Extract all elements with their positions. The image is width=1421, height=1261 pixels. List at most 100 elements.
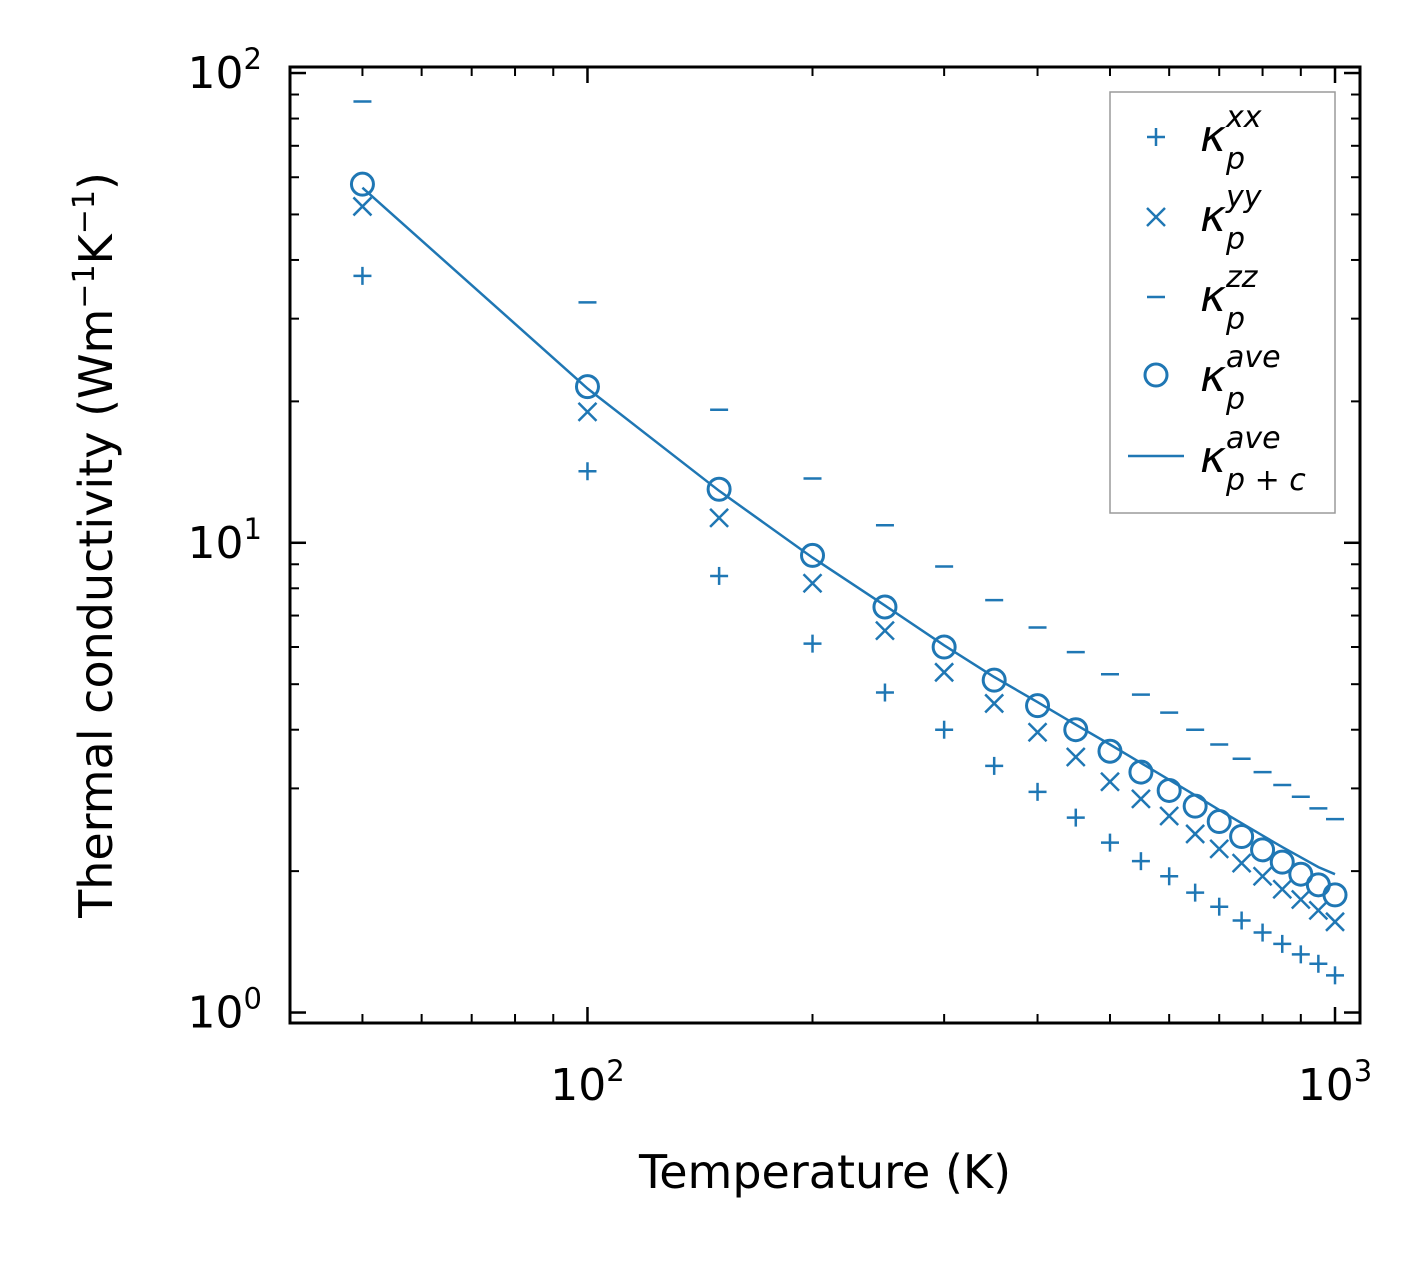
ring	[349, 171, 375, 197]
point-kyy	[1272, 879, 1293, 900]
x-b	[1146, 207, 1166, 227]
point-kyy	[1231, 853, 1252, 874]
x-b	[1272, 879, 1293, 900]
point-kyy	[709, 507, 729, 528]
x-b	[934, 662, 955, 683]
point-kave	[1322, 882, 1348, 908]
legend-label-kyy: κyy p	[1200, 180, 1263, 257]
point-kxx	[1100, 833, 1119, 852]
x-b	[1131, 788, 1151, 809]
ring	[800, 542, 826, 568]
x-b	[875, 620, 895, 641]
point-kyy	[577, 401, 598, 422]
ring	[1025, 693, 1051, 719]
ring	[931, 634, 957, 660]
plot-area	[349, 100, 1348, 985]
point-kxx	[1131, 852, 1150, 871]
x-b	[802, 573, 823, 594]
x-tick-label-1000: 103	[1298, 1054, 1372, 1111]
x-b	[1325, 911, 1345, 932]
point-kyy	[1159, 806, 1180, 826]
point-kave	[1250, 837, 1276, 863]
point-kxx	[1309, 954, 1328, 973]
point-kyy	[1308, 900, 1329, 921]
x-b	[577, 401, 598, 422]
point-kxx	[875, 683, 894, 702]
plot-frame	[288, 65, 1362, 1025]
point-kave	[872, 594, 898, 620]
point-kxx	[353, 266, 372, 285]
series-kave	[349, 171, 1348, 908]
x-b	[1185, 824, 1206, 844]
point-kxx	[1028, 782, 1047, 801]
point-kave	[574, 374, 600, 400]
series-kxx	[353, 266, 1345, 985]
legend-label-kxx: κxx p	[1200, 100, 1262, 177]
point-kave	[1269, 849, 1295, 875]
ring	[1250, 837, 1276, 863]
series-kzz	[353, 100, 1345, 821]
ring	[981, 667, 1007, 693]
point-kyy	[1100, 771, 1120, 792]
point-kave	[349, 171, 375, 197]
legend-marker-kave	[1143, 362, 1169, 388]
point-kyy	[1325, 911, 1345, 932]
ring	[706, 476, 732, 502]
legend-label-kave-pc: κave p + c	[1200, 421, 1306, 498]
x-b	[984, 693, 1005, 714]
series-kyy	[352, 196, 1345, 932]
point-kave	[1025, 693, 1051, 719]
x-axis-label: Temperature (K)	[638, 1145, 1011, 1199]
y-axis-label: Thermal conductivity (Wm−1K−1)	[67, 172, 123, 919]
point-kave	[1229, 823, 1255, 849]
x-b	[1252, 866, 1273, 887]
x-b	[1209, 839, 1230, 859]
x-b	[1290, 889, 1311, 910]
x-tick-label-100: 102	[550, 1054, 624, 1111]
x-b	[1231, 853, 1252, 874]
point-kxx	[710, 566, 729, 585]
y-tick-label-10: 101	[188, 512, 262, 569]
ring	[1143, 362, 1169, 388]
series-line-kave_pc	[361, 186, 1336, 876]
ring	[1229, 823, 1255, 849]
ring	[872, 594, 898, 620]
x-b	[352, 196, 373, 217]
x-b	[1308, 900, 1329, 921]
point-kyy	[934, 662, 955, 683]
x-b	[1100, 771, 1120, 792]
point-kxx	[1253, 923, 1272, 942]
y-tick-label-100: 102	[188, 42, 262, 99]
x-b	[1027, 722, 1048, 743]
legend-marker-kyy	[1146, 207, 1166, 227]
point-kxx	[1326, 966, 1345, 985]
point-kyy	[1290, 889, 1311, 910]
legend-markers	[1128, 128, 1184, 458]
point-kave	[1128, 759, 1154, 785]
ring	[1322, 882, 1348, 908]
point-kyy	[875, 620, 895, 641]
legend-box	[1109, 91, 1336, 514]
x-tick-labels: 102 103	[550, 1054, 1372, 1111]
point-kyy	[1252, 866, 1273, 887]
point-kxx	[985, 756, 1004, 775]
ring	[1128, 759, 1154, 785]
point-kyy	[352, 196, 373, 217]
x-b	[1065, 747, 1086, 767]
point-kyy	[1131, 788, 1151, 809]
point-kyy	[802, 573, 823, 594]
x-b	[1159, 806, 1180, 826]
point-kxx	[1232, 911, 1251, 930]
ring	[574, 374, 600, 400]
point-kave	[800, 542, 826, 568]
legend-label-kave: κave p	[1200, 340, 1281, 417]
point-kxx	[578, 462, 597, 481]
y-tick-labels: 100 101 102	[188, 42, 262, 1039]
point-kxx	[1160, 867, 1179, 886]
legend-marker-kxx	[1147, 128, 1165, 146]
point-kyy	[1065, 747, 1086, 767]
point-kxx	[1186, 883, 1205, 902]
point-kyy	[1209, 839, 1230, 859]
point-kxx	[1210, 897, 1229, 916]
point-kave	[706, 476, 732, 502]
